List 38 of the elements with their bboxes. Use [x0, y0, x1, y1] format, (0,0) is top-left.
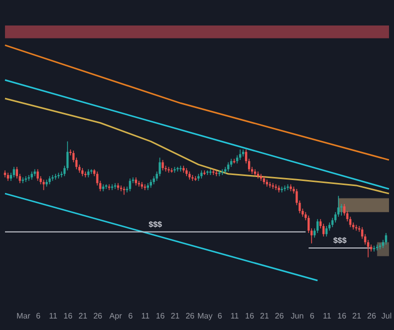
x-tick-label: 11 [48, 312, 58, 320]
x-tick-label: 26 [93, 312, 103, 320]
x-tick-label: 6 [128, 312, 134, 320]
x-tick-label: 11 [141, 312, 150, 320]
x-tick-label: Jun [290, 312, 304, 320]
x-tick-label: 16 [156, 312, 166, 320]
x-tick-label: Jul [381, 312, 392, 320]
candlestick [36, 168, 39, 182]
x-tick-label: 21 [352, 312, 362, 320]
x-tick-label: 16 [64, 312, 74, 320]
series-label: $$$ [148, 220, 163, 229]
x-tick-label: Apr [109, 312, 122, 320]
x-tick-label: 21 [170, 312, 180, 320]
candlestick [384, 232, 388, 245]
x-tick-label: Mar [16, 312, 31, 320]
candlestick [239, 149, 242, 160]
x-tick-label: 26 [367, 312, 377, 320]
x-tick-label: May [197, 312, 213, 320]
x-tick-label: 6 [218, 312, 223, 320]
x-tick-label: 16 [337, 312, 347, 320]
candlestick [158, 157, 161, 177]
x-tick-label: 26 [274, 312, 284, 320]
candlestick [16, 166, 18, 179]
candlestick [227, 162, 230, 172]
x-tick-label: 16 [245, 312, 255, 320]
x-tick-label: 21 [260, 312, 270, 320]
candlestick [162, 160, 164, 171]
series-label: $$$ [333, 236, 348, 246]
x-tick-label: 6 [310, 312, 315, 320]
candlestick [322, 223, 325, 237]
candlestick [42, 179, 45, 190]
x-tick-label: 6 [36, 312, 42, 320]
x-tick-label: 21 [78, 312, 88, 320]
x-tick-label: 11 [322, 312, 332, 320]
candlestick [128, 178, 132, 192]
x-tick-label: 11 [230, 312, 240, 320]
x-tick-label: 26 [186, 312, 196, 320]
candlestick [12, 166, 16, 178]
